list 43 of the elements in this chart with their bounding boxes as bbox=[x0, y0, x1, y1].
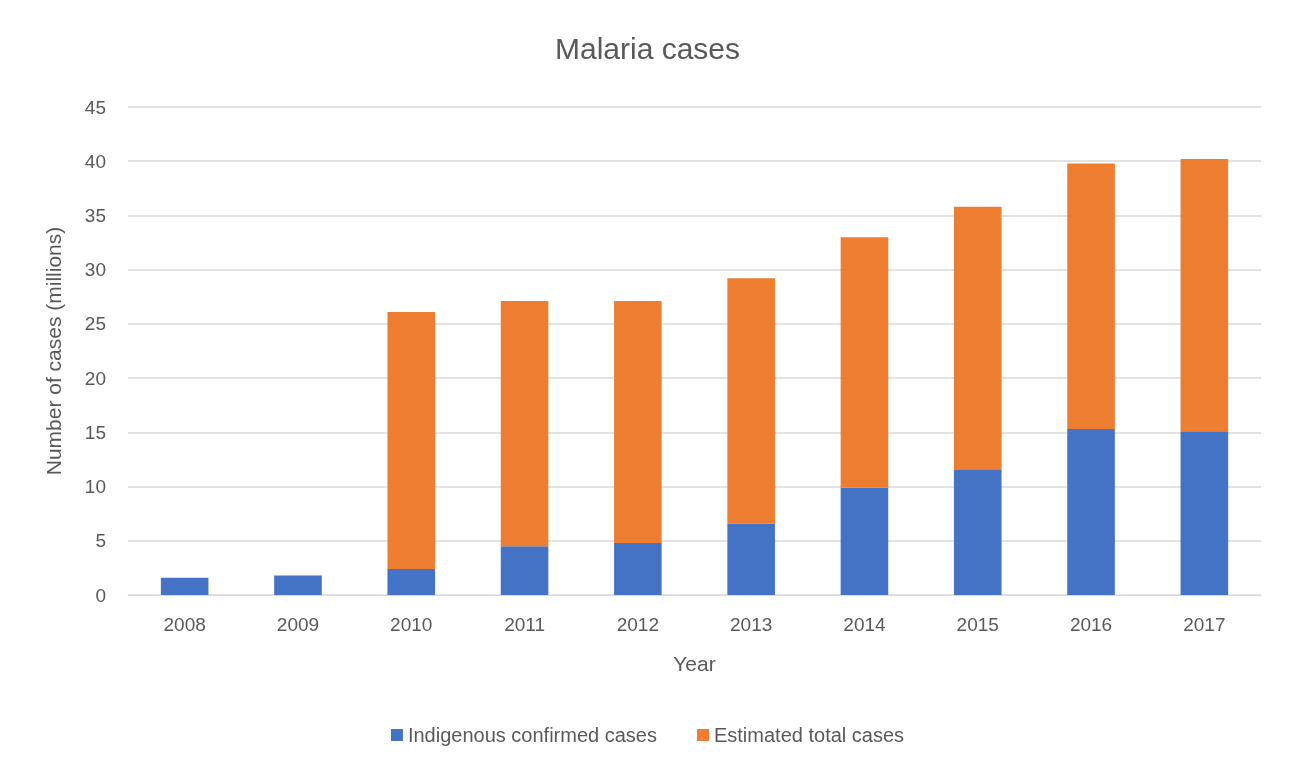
x-tick-label: 2013 bbox=[730, 614, 773, 635]
bar bbox=[614, 301, 662, 543]
bar bbox=[387, 311, 436, 569]
bar bbox=[840, 487, 889, 595]
y-tick-label: 35 bbox=[84, 204, 106, 226]
x-tick-label: 2008 bbox=[163, 614, 206, 635]
bar bbox=[727, 523, 775, 595]
bar bbox=[1180, 431, 1229, 595]
y-tick-label: 10 bbox=[84, 476, 106, 498]
bar bbox=[614, 542, 662, 595]
bar bbox=[274, 575, 322, 595]
y-tick-label: 20 bbox=[84, 367, 106, 389]
bar bbox=[953, 469, 1002, 595]
x-tick-label: 2017 bbox=[1183, 614, 1226, 635]
chart-title: Malaria cases bbox=[554, 31, 741, 65]
legend-label: Estimated total cases bbox=[713, 724, 905, 746]
y-axis-title: Number of cases (millions) bbox=[42, 226, 65, 476]
bar bbox=[840, 237, 889, 488]
y-tick-label: 5 bbox=[95, 530, 106, 552]
y-tick-label: 0 bbox=[95, 584, 106, 606]
bar bbox=[1067, 429, 1115, 595]
y-tick-label: 15 bbox=[84, 421, 106, 443]
x-tick-label: 2014 bbox=[843, 614, 887, 635]
bar bbox=[1067, 163, 1115, 430]
y-tick-label: 40 bbox=[84, 150, 106, 172]
bar bbox=[387, 568, 436, 595]
x-tick-label: 2015 bbox=[956, 614, 999, 635]
x-tick-label: 2012 bbox=[616, 614, 659, 635]
bar bbox=[500, 301, 549, 547]
x-tick-label: 2011 bbox=[504, 614, 545, 635]
bar bbox=[160, 577, 209, 595]
y-tick-label: 30 bbox=[84, 259, 106, 281]
bar bbox=[727, 278, 775, 524]
y-tick-label: 25 bbox=[84, 313, 106, 335]
x-tick-label: 2010 bbox=[390, 614, 433, 635]
x-tick-label: 2016 bbox=[1069, 614, 1113, 635]
bar bbox=[500, 546, 549, 595]
x-axis-title: Year bbox=[673, 652, 716, 675]
bar bbox=[953, 206, 1002, 470]
bar bbox=[1180, 159, 1229, 432]
legend-label: Indigenous confirmed cases bbox=[407, 724, 657, 746]
x-tick-label: 2009 bbox=[276, 614, 320, 635]
y-tick-label: 45 bbox=[84, 96, 106, 118]
